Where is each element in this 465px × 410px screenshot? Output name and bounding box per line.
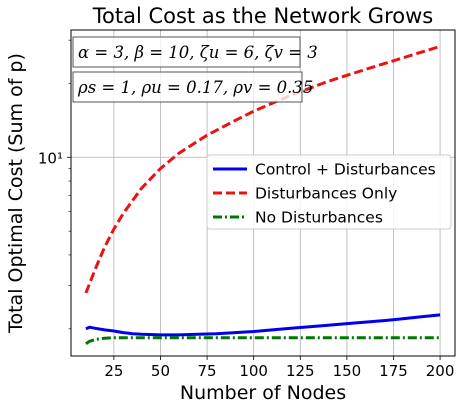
parameter-box-2-text: ρs = 1, ρu = 0.17, ρv = 0.35 xyxy=(77,78,313,97)
legend-label-control-disturbances: Control + Disturbances xyxy=(255,161,436,179)
chart-title: Total Cost as the Network Grows xyxy=(92,4,433,28)
y-axis-title: Total Optimal Cost (Sum of p) xyxy=(5,53,27,334)
axis-ticks: 25 50 75 100 125 150 175 200 10¹ xyxy=(38,39,455,380)
legend-label-no-disturbances: No Disturbances xyxy=(255,209,383,227)
series-lines xyxy=(84,44,441,345)
x-tick-label: 25 xyxy=(104,362,123,380)
x-tick-label: 50 xyxy=(151,362,170,380)
series-line-1 xyxy=(84,44,441,294)
parameter-box-1-frame xyxy=(72,36,301,68)
series-line-2 xyxy=(85,336,441,345)
series-line-0 xyxy=(85,313,441,337)
parameter-box-2: ρs = 1, ρu = 0.17, ρv = 0.35 xyxy=(72,71,313,103)
y-tick-label: 10¹ xyxy=(38,149,63,167)
x-axis-title: Number of Nodes xyxy=(180,382,346,404)
plot-frame xyxy=(70,29,456,357)
x-tick-label: 75 xyxy=(198,362,217,380)
parameter-box-1: α = 3, β = 10, ζu = 6, ζv = 3 xyxy=(72,36,318,68)
parameter-box-1-text: α = 3, β = 10, ζu = 6, ζv = 3 xyxy=(78,43,318,62)
parameter-box-2-frame xyxy=(72,71,303,103)
x-tick-label: 125 xyxy=(286,362,315,380)
x-tick-label: 175 xyxy=(379,362,408,380)
x-tick-label: 200 xyxy=(426,362,455,380)
legend-label-disturbances-only: Disturbances Only xyxy=(255,185,397,203)
legend-frame xyxy=(206,154,452,230)
x-tick-label: 100 xyxy=(239,362,268,380)
x-tick-label: 150 xyxy=(333,362,362,380)
legend: Control + Disturbances Disturbances Only… xyxy=(206,154,452,230)
